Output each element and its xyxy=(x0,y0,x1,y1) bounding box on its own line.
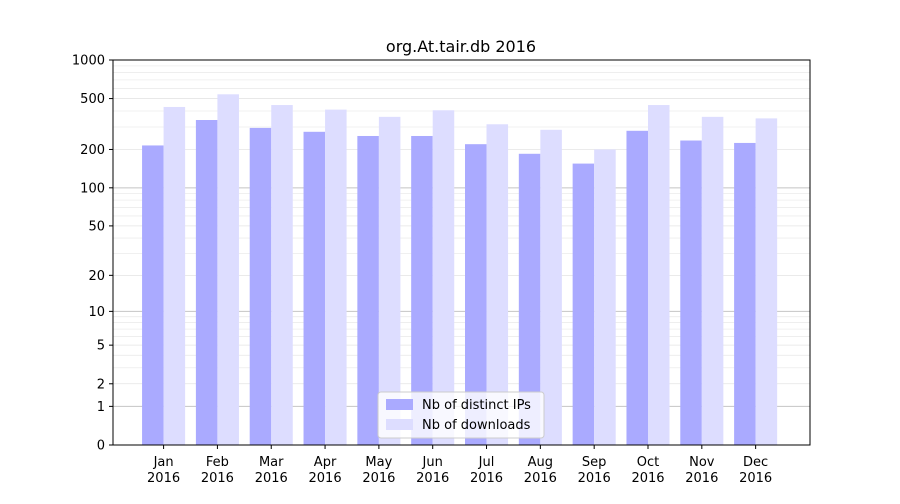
x-tick-label: Dec 2016 xyxy=(739,455,772,486)
bar-downloads xyxy=(163,106,186,445)
x-tick-label: Feb 2016 xyxy=(201,455,234,486)
y-tick-label: 10 xyxy=(88,305,105,320)
bar-downloads xyxy=(540,129,562,446)
bar-downloads xyxy=(325,109,347,445)
bar-distinct-ips xyxy=(142,145,164,445)
x-tick-label: Oct 2016 xyxy=(631,455,664,486)
bar-downloads xyxy=(594,149,616,445)
y-tick-label: 100 xyxy=(80,181,105,196)
bar-downloads xyxy=(378,116,401,446)
bar-distinct-ips xyxy=(626,130,648,446)
legend-label: Nb of downloads xyxy=(422,418,531,433)
legend: Nb of distinct IPs Nb of downloads xyxy=(377,391,545,439)
y-tick-label: 20 xyxy=(88,269,105,284)
bar-distinct-ips xyxy=(357,135,379,445)
x-tick-label: Apr 2016 xyxy=(309,455,342,486)
y-tick-label: 500 xyxy=(80,92,105,107)
x-tick-label: Jul 2016 xyxy=(470,455,503,486)
bar-downloads xyxy=(486,124,509,445)
legend-swatch xyxy=(386,419,413,430)
axes: 0 1 2 5 10 20 50 100 200 500 1000 Jan 2016 Feb 2016 Mar… xyxy=(72,54,811,486)
bar-distinct-ips xyxy=(518,153,541,446)
bar-downloads xyxy=(217,94,239,445)
legend-swatch xyxy=(386,399,413,410)
bars xyxy=(142,94,778,446)
y-tick-label: 1000 xyxy=(72,54,105,69)
bar-distinct-ips xyxy=(734,142,756,446)
bar-downloads xyxy=(701,116,724,446)
x-tick-label: Sep 2016 xyxy=(578,455,611,486)
bar-distinct-ips xyxy=(464,144,487,445)
bar-distinct-ips xyxy=(411,135,433,445)
bar-downloads xyxy=(271,105,293,446)
y-tick-label: 5 xyxy=(97,339,105,354)
bar-downloads xyxy=(432,110,455,445)
bar-distinct-ips xyxy=(572,163,595,445)
x-tick-label: Nov 2016 xyxy=(685,455,718,486)
y-tick-label: 0 xyxy=(97,439,105,454)
x-tick-label: May 2016 xyxy=(362,455,395,486)
x-tick-label: Jun 2016 xyxy=(416,455,449,486)
x-tick-label: Mar 2016 xyxy=(255,455,288,486)
bar-downloads xyxy=(647,105,670,446)
bar-distinct-ips xyxy=(680,140,702,445)
legend-label: Nb of distinct IPs xyxy=(422,398,531,413)
y-tick-label: 2 xyxy=(97,377,105,392)
bar-distinct-ips xyxy=(249,127,272,445)
bar-distinct-ips xyxy=(195,120,218,446)
x-tick-label: Jan 2016 xyxy=(147,455,180,486)
bar-distinct-ips xyxy=(303,131,326,445)
y-tick-label: 50 xyxy=(88,219,105,234)
x-tick-label: Aug 2016 xyxy=(524,455,557,486)
legend-box xyxy=(377,391,545,439)
chart-title: org.At.tair.db 2016 xyxy=(386,37,536,56)
y-tick-label: 200 xyxy=(80,143,105,158)
y-tick-label: 1 xyxy=(97,400,105,415)
plot-frame xyxy=(112,59,811,446)
bar-downloads xyxy=(755,118,778,446)
